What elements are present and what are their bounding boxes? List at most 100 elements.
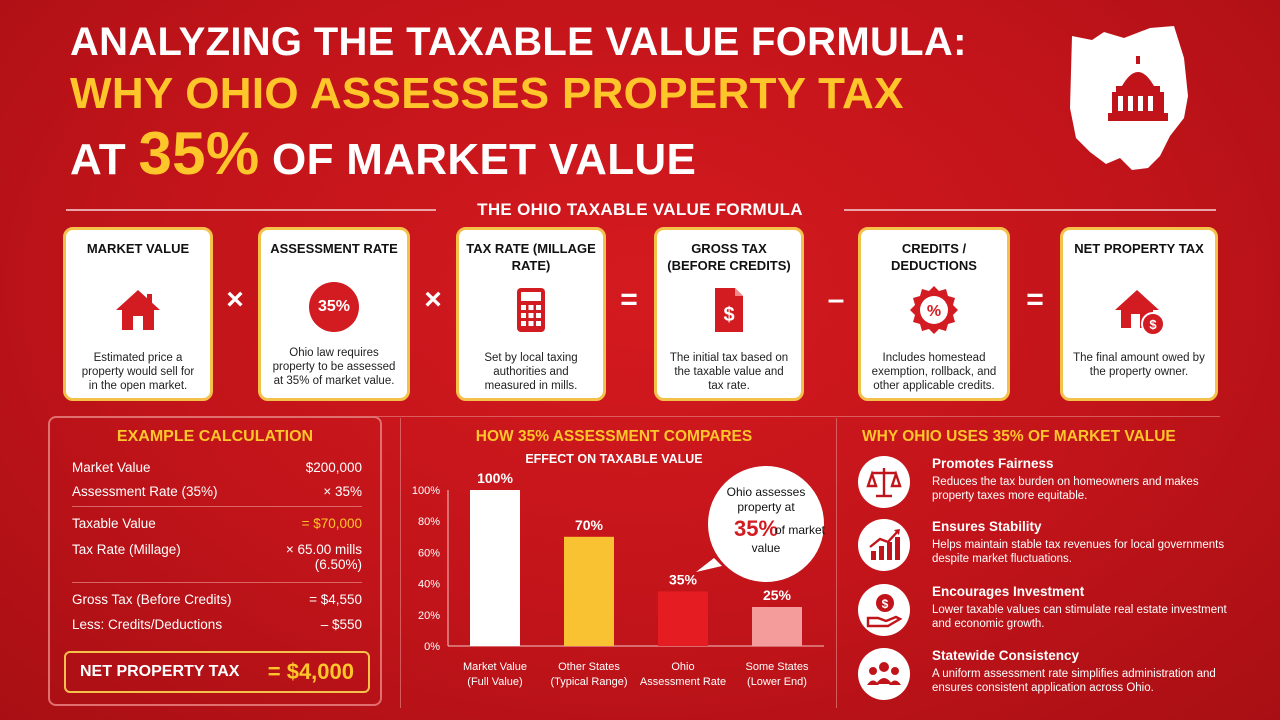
calc-value-sub: (6.50%)	[314, 557, 362, 572]
multiply-operator: ×	[226, 283, 244, 316]
x-tick-label: Assessment Rate	[640, 676, 726, 688]
x-tick-label: Ohio	[671, 661, 694, 673]
card-title: TAX RATE (MILLAGE RATE)	[466, 241, 596, 273]
card-gross-tax: GROSS TAX (BEFORE CREDITS) $ The initial…	[654, 227, 804, 401]
card-desc: Includes homestead exemption, rollback, …	[871, 352, 997, 392]
net-label: NET PROPERTY TAX	[80, 663, 240, 680]
svg-text:$: $	[1149, 317, 1157, 332]
minus-operator: –	[827, 283, 845, 316]
bar-value-label: 35%	[669, 571, 698, 587]
callout-bubble	[708, 466, 824, 582]
card-desc: Estimated price a property would sell fo…	[81, 352, 195, 392]
card-desc: The final amount owed by the property ow…	[1073, 352, 1205, 378]
calc-rule	[72, 582, 362, 583]
svg-text:$: $	[723, 304, 734, 326]
house-dollar-icon: $	[1115, 290, 1165, 336]
svg-text:$: $	[882, 597, 889, 611]
title-percent: 35%	[138, 120, 260, 187]
calc-row: Taxable Value = $70,000	[72, 516, 362, 531]
formula-heading: THE OHIO TAXABLE VALUE FORMULA	[477, 200, 803, 219]
calc-row: Gross Tax (Before Credits) = $4,550	[72, 592, 362, 607]
assessment-badge: 35%	[309, 282, 359, 332]
section-divider	[60, 416, 1220, 417]
card-desc: Set by local taxing authorities and meas…	[484, 352, 578, 392]
bar-value-label: 25%	[763, 587, 792, 603]
calc-row: Less: Credits/Deductions – $550	[72, 617, 362, 632]
reason-stability: Ensures Stability Helps maintain stable …	[858, 519, 1238, 579]
reason-title: Encourages Investment	[932, 584, 1085, 599]
bar	[470, 490, 520, 646]
callout-text: property at	[737, 500, 795, 514]
growth-chart-icon	[858, 519, 910, 571]
calc-value-main: × 65.00 mills	[285, 542, 362, 557]
calc-label: Gross Tax (Before Credits)	[72, 592, 232, 607]
reason-consistency: Statewide Consistency A uniform assessme…	[858, 648, 1238, 708]
card-desc: The initial tax based on the taxable val…	[669, 352, 789, 392]
why-heading: WHY OHIO USES 35% OF MARKET VALUE	[862, 428, 1176, 445]
calc-value: × 65.00 mills (6.50%)	[286, 542, 362, 572]
assessment-comparison-chart: 0% 20% 40% 60% 80% 100% 100% Market Value (Full …	[412, 466, 826, 688]
reason-title: Statewide Consistency	[932, 648, 1080, 663]
x-tick-label: (Typical Range)	[550, 676, 627, 688]
house-icon	[116, 290, 160, 330]
y-tick-label: 80%	[418, 516, 440, 528]
people-icon	[858, 648, 910, 700]
card-title: NET PROPERTY TAX	[1074, 241, 1204, 256]
x-tick-label: Other States	[558, 661, 620, 673]
callout-percent: 35%	[734, 516, 778, 541]
title-line-3: AT 35% OF MARKET VALUE	[70, 124, 967, 184]
x-tick-label: Some States	[746, 661, 809, 673]
calc-rule	[72, 506, 362, 507]
chart-title: HOW 35% ASSESSMENT COMPARES	[475, 428, 753, 445]
reason-desc: A uniform assessment rate simplifies adm…	[932, 668, 1216, 694]
y-tick-label: 0%	[424, 641, 440, 653]
reason-desc: Reduces the tax burden on homeowners and…	[932, 476, 1199, 502]
callout-text: of market	[775, 523, 826, 537]
percent-badge-icon: 35%	[306, 282, 362, 338]
ohio-capitol-icon	[1070, 26, 1188, 170]
example-heading: EXAMPLE CALCULATION	[116, 428, 314, 445]
chart-subtitle: EFFECT ON TAXABLE VALUE	[525, 452, 703, 466]
calc-row: Market Value $200,000	[72, 460, 362, 475]
calc-value: = $4,550	[309, 592, 362, 607]
reason-title: Ensures Stability	[932, 519, 1042, 534]
x-tick-label: (Lower End)	[747, 676, 807, 688]
bar	[658, 591, 708, 646]
callout-text: value	[752, 541, 781, 555]
multiply-operator: ×	[424, 283, 442, 316]
bar-value-label: 70%	[575, 517, 604, 533]
example-calculation-panel: EXAMPLE CALCULATION Market Value $200,000…	[48, 416, 382, 706]
reason-desc: Lower taxable values can stimulate real …	[932, 604, 1227, 630]
divider-line	[844, 209, 1216, 211]
discount-badge-icon: %	[910, 286, 958, 334]
bar	[752, 607, 802, 646]
title-line-1: ANALYZING THE TAXABLE VALUE FORMULA:	[70, 20, 967, 64]
reason-desc: Helps maintain stable tax revenues for l…	[932, 539, 1225, 565]
reason-fairness: Promotes Fairness Reduces the tax burden…	[858, 456, 1238, 516]
net-value: = $4,000	[267, 659, 354, 684]
svg-text:%: %	[927, 303, 941, 320]
card-net-tax: NET PROPERTY TAX $ The final amount owed…	[1060, 227, 1218, 401]
calc-label: Less: Credits/Deductions	[72, 617, 223, 632]
y-tick-label: 100%	[412, 485, 440, 497]
document-dollar-icon: $	[715, 288, 743, 332]
y-tick-label: 20%	[418, 610, 440, 622]
equals-operator: =	[1026, 283, 1044, 316]
calc-value: = $70,000	[301, 516, 362, 531]
equals-operator: =	[620, 283, 638, 316]
card-title: MARKET VALUE	[86, 241, 190, 256]
column-divider	[836, 418, 837, 708]
card-tax-rate: TAX RATE (MILLAGE RATE) Set by local tax…	[456, 227, 606, 401]
scales-icon	[858, 456, 910, 508]
title-line-2: WHY OHIO ASSESSES PROPERTY TAX	[70, 69, 904, 118]
divider-line	[66, 209, 436, 211]
title-line-3-pre: AT	[70, 135, 139, 184]
calc-row: Tax Rate (Millage) × 65.00 mills (6.50%)	[72, 542, 362, 572]
x-tick-label: Market Value	[463, 661, 527, 673]
card-desc: Ohio law requires property to be assesse…	[272, 347, 396, 387]
calc-value: $200,000	[305, 460, 362, 475]
calc-label: Taxable Value	[72, 516, 156, 531]
card-title: CREDITS / DEDUCTIONS	[891, 241, 977, 273]
calculator-icon	[517, 288, 545, 332]
y-tick-label: 60%	[418, 547, 440, 559]
